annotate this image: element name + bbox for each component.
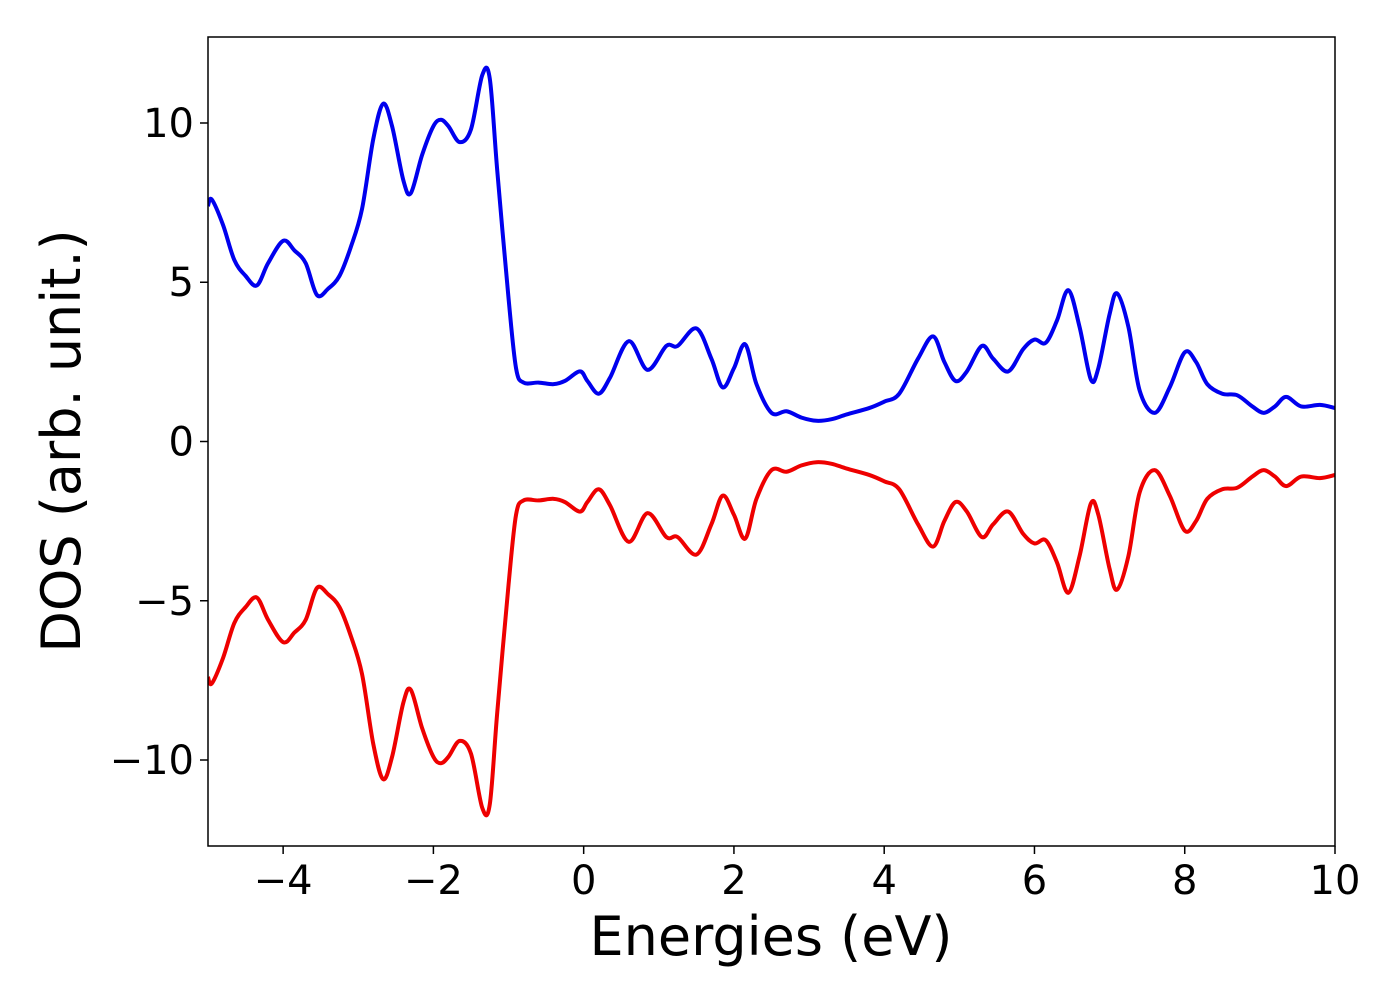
y-tick-label: 0	[169, 420, 194, 466]
x-tick-label: 2	[721, 858, 746, 904]
y-axis-label: DOS (arb. unit.)	[30, 229, 93, 652]
y-tick-label: 5	[169, 260, 194, 306]
y-tick-label: −10	[110, 738, 194, 784]
data-line	[208, 460, 1335, 818]
x-tick-label: 10	[1310, 858, 1361, 904]
x-tick-label: 6	[1022, 858, 1047, 904]
x-tick-label: 0	[571, 858, 596, 904]
plot-frame	[207, 36, 1336, 847]
x-tick-label: 4	[871, 858, 896, 904]
x-tick-label: −4	[254, 858, 313, 904]
x-tick-label: −2	[404, 858, 463, 904]
y-tick-label: 10	[143, 101, 194, 147]
x-axis-label: Energies (eV)	[590, 905, 953, 968]
x-tick-label: 8	[1172, 858, 1197, 904]
data-line	[208, 65, 1335, 423]
y-tick-label: −5	[135, 579, 194, 625]
